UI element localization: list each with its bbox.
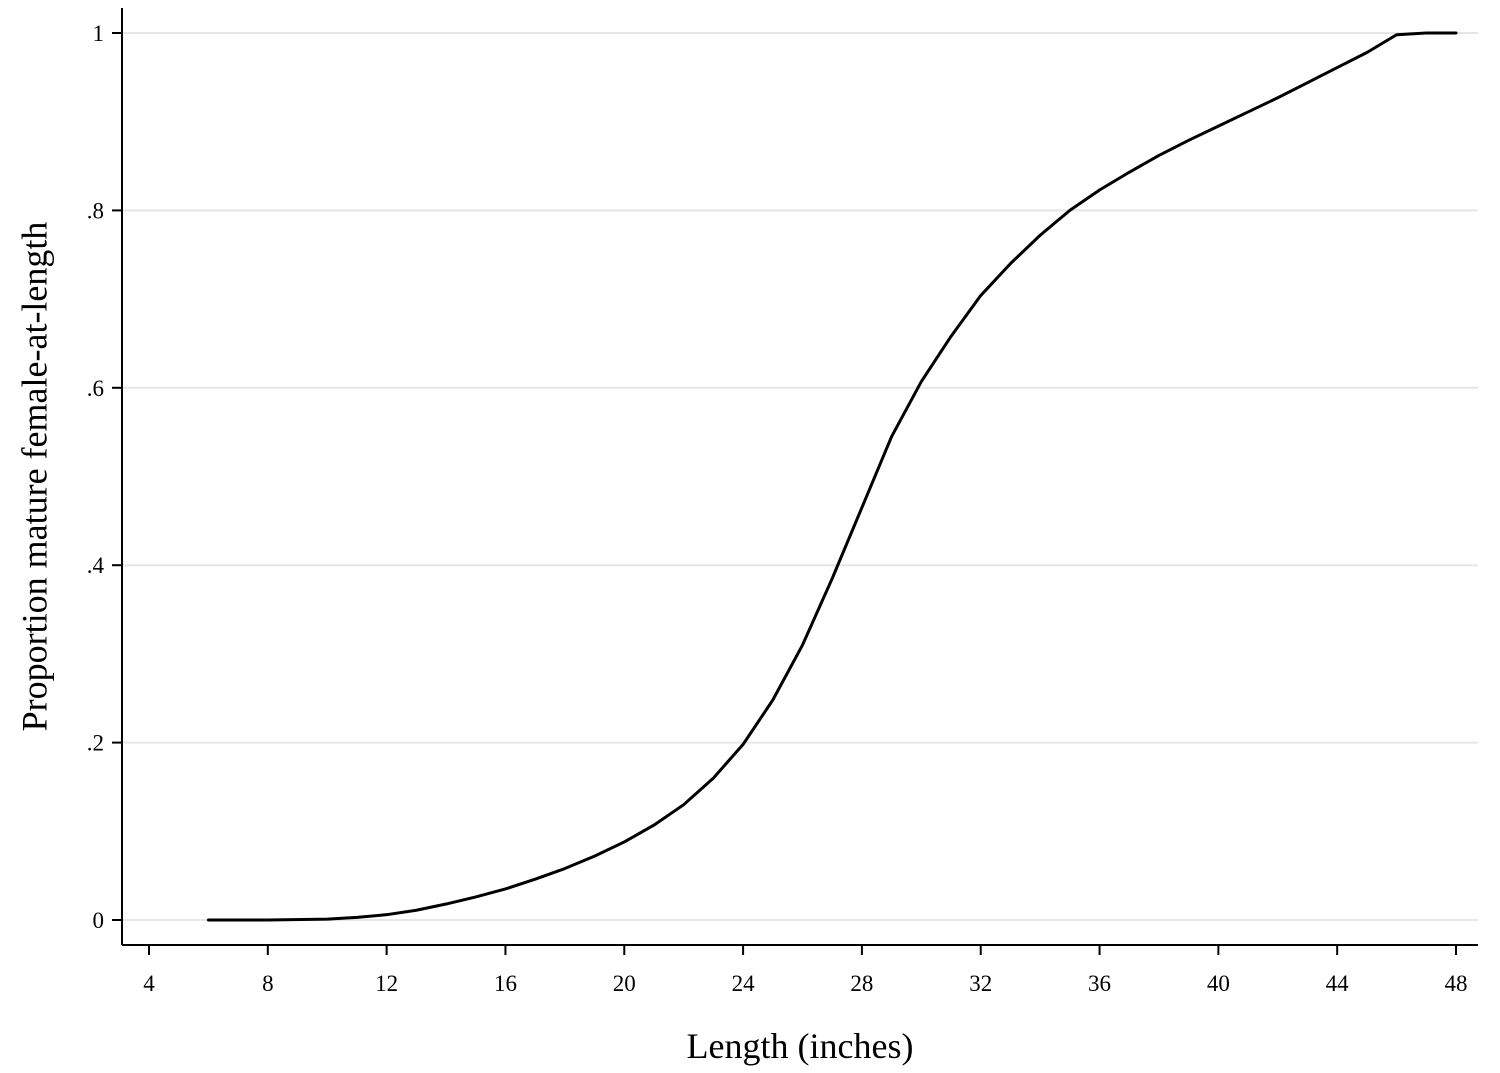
x-tick-label: 8 (262, 971, 274, 996)
axes (121, 8, 1478, 946)
y-tick-label: .8 (87, 198, 104, 223)
x-tick-label: 20 (613, 971, 636, 996)
series-line (206, 31, 1458, 922)
x-tick-label: 16 (494, 971, 517, 996)
y-tick-label: 0 (93, 908, 105, 933)
x-tick-label: 36 (1088, 971, 1111, 996)
x-tick-label: 24 (732, 971, 756, 996)
x-tick-label: 28 (850, 971, 873, 996)
x-tick-label: 44 (1326, 971, 1350, 996)
x-ticks: 4 8 12 16 20 24 28 32 36 40 44 48 (143, 945, 1468, 996)
y-tick-label: .6 (87, 376, 104, 401)
x-tick-label: 40 (1207, 971, 1230, 996)
y-tick-label: .4 (87, 553, 105, 578)
y-ticks: 0 .2 .4 .6 .8 1 (87, 21, 122, 933)
x-tick-label: 4 (143, 971, 155, 996)
x-tick-label: 48 (1445, 971, 1468, 996)
x-tick-label: 32 (969, 971, 992, 996)
grid (122, 32, 1478, 921)
series (206, 31, 1458, 922)
x-tick-label: 12 (375, 971, 398, 996)
x-axis-title: Length (inches) (687, 1026, 914, 1066)
y-axis-title: Proportion mature female-at-length (14, 222, 54, 732)
y-tick-label: .2 (87, 731, 104, 756)
y-tick-label: 1 (93, 21, 105, 46)
